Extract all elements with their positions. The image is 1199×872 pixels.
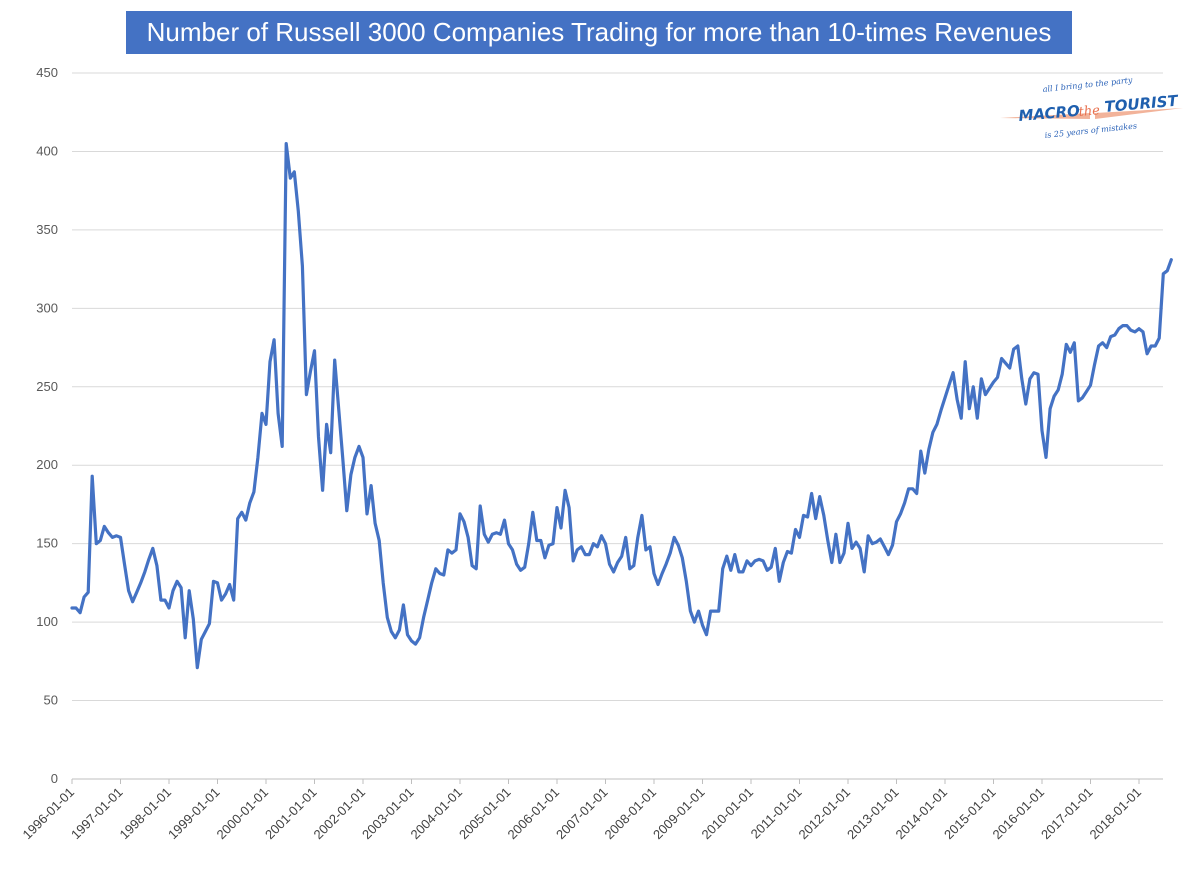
x-tick-label: 1996-01-01: [19, 785, 77, 843]
y-tick-label: 250: [36, 379, 58, 394]
gridlines: [72, 72, 1163, 702]
y-axis-ticks: 0 50 100 150 200 250 300 350 400 450: [36, 65, 58, 786]
x-tick-label: 2003-01-01: [359, 785, 417, 843]
x-tick-label: 2001-01-01: [262, 785, 320, 843]
x-tick-label: 2007-01-01: [553, 785, 611, 843]
x-tick-label: 1998-01-01: [116, 785, 174, 843]
x-tick-label: 2017-01-01: [1038, 785, 1096, 843]
macro-the-tourist-logo: all I bring to the party MACRO the TOURI…: [1000, 76, 1183, 140]
x-tick-label: 2013-01-01: [844, 785, 902, 843]
svg-text:MACRO: MACRO: [1018, 102, 1081, 125]
x-tick-label: 2008-01-01: [601, 785, 659, 843]
x-tick-label: 2012-01-01: [795, 785, 853, 843]
x-tick-label: 2000-01-01: [213, 785, 271, 843]
x-axis: 1996-01-011997-01-011998-01-011999-01-01…: [19, 778, 1163, 843]
y-tick-label: 50: [44, 693, 58, 708]
x-tick-label: 2010-01-01: [698, 785, 756, 843]
y-tick-label: 350: [36, 222, 58, 237]
chart-title: Number of Russell 3000 Companies Trading…: [126, 11, 1072, 54]
y-tick-label: 450: [36, 65, 58, 80]
y-tick-label: 200: [36, 457, 58, 472]
x-tick-label: 2015-01-01: [941, 785, 999, 843]
x-tick-label: 2009-01-01: [650, 785, 708, 843]
x-tick-label: 2016-01-01: [989, 785, 1047, 843]
svg-text:the: the: [1078, 103, 1101, 120]
x-tick-label: 1999-01-01: [165, 785, 223, 843]
x-tick-label: 2006-01-01: [504, 785, 562, 843]
y-tick-label: 150: [36, 536, 58, 551]
x-tick-label: 2004-01-01: [407, 785, 465, 843]
y-tick-label: 400: [36, 143, 58, 158]
y-tick-label: 300: [36, 300, 58, 315]
x-tick-label: 2002-01-01: [310, 785, 368, 843]
x-tick-label: 2018-01-01: [1086, 785, 1144, 843]
y-tick-label: 0: [51, 771, 58, 786]
x-tick-label: 2014-01-01: [892, 785, 950, 843]
x-tick-label: 2005-01-01: [456, 785, 514, 843]
y-tick-label: 100: [36, 614, 58, 629]
x-tick-label: 1997-01-01: [68, 785, 126, 843]
series-line: [70, 142, 1173, 670]
series-layer: [70, 142, 1173, 670]
